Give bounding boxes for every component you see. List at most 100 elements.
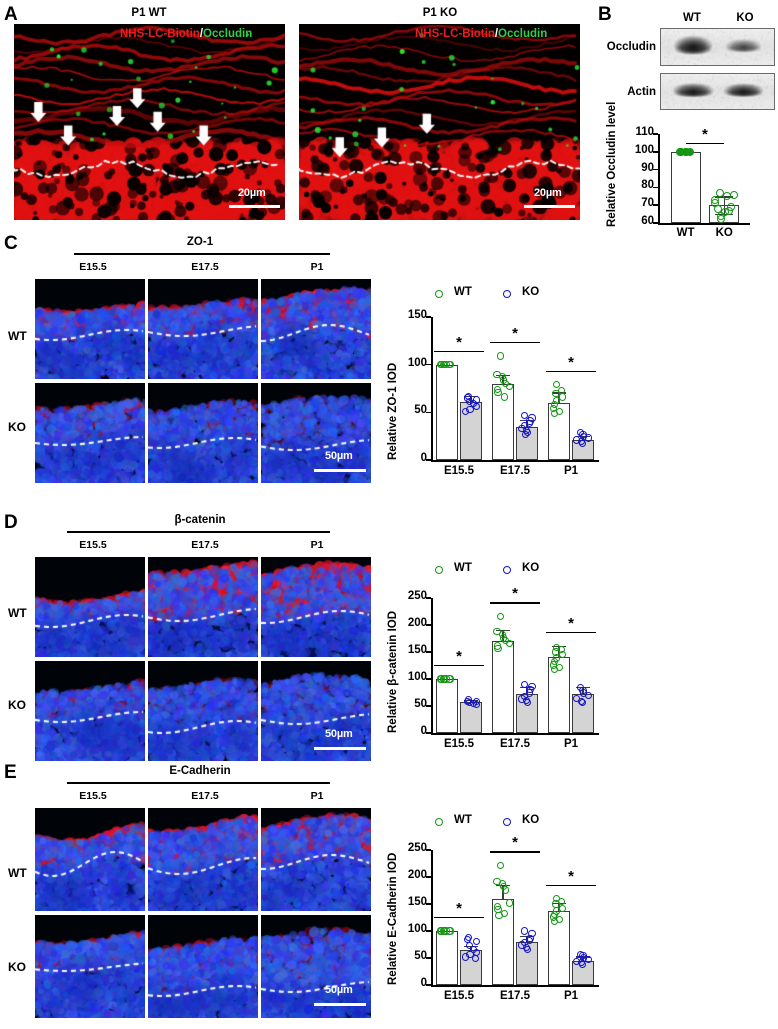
y-tick	[653, 204, 658, 206]
legend-label-ko: KO	[522, 814, 540, 826]
significance-line	[434, 917, 484, 919]
panel-b-letter: B	[598, 4, 612, 25]
panel-c-stage-e175: E17.5	[191, 261, 219, 273]
panel-e-group-rule	[67, 782, 330, 784]
data-point	[585, 956, 593, 964]
x-axis	[431, 985, 599, 987]
data-point	[552, 900, 560, 908]
data-point	[585, 691, 593, 699]
panel-e-image-wt-e155	[35, 808, 145, 911]
significance-star: *	[512, 834, 518, 852]
data-point	[437, 927, 445, 935]
y-tick	[426, 903, 431, 905]
panel-b-blot-occludin	[660, 28, 775, 66]
y-tick	[426, 651, 431, 653]
significance-star: *	[568, 353, 574, 371]
x-tick-label-P1: P1	[563, 738, 579, 750]
panel-c-scalebar-label: 50µm	[325, 450, 353, 462]
x-tick-label-wt: WT	[676, 227, 695, 239]
y-tick	[426, 459, 431, 461]
panel-c-image-ko-e155	[35, 383, 145, 483]
data-point	[716, 215, 725, 224]
y-tick	[426, 930, 431, 932]
panel-e-stage-p1: P1	[310, 790, 324, 802]
legend-label-wt: WT	[454, 562, 472, 574]
x-axis	[431, 733, 599, 735]
x-tick-label-E15.5: E15.5	[443, 465, 475, 477]
data-point	[501, 393, 509, 401]
y-tick	[426, 984, 431, 986]
panel-b-col-wt: WT	[683, 12, 701, 24]
legend-marker-ko	[503, 566, 511, 574]
y-tick	[426, 316, 431, 318]
panel-a-image-wt	[14, 24, 285, 220]
panel-c-group-rule	[74, 253, 330, 255]
data-point	[471, 954, 480, 963]
data-point	[494, 388, 502, 396]
data-point	[446, 927, 454, 935]
x-tick-label-E15.5: E15.5	[443, 738, 475, 750]
panel-d-scalebar-label: 50µm	[325, 728, 353, 740]
panel-d-stage-e175: E17.5	[191, 539, 219, 551]
y-tick-label: 100	[407, 671, 427, 683]
data-point	[505, 899, 513, 907]
y-tick	[426, 849, 431, 851]
panel-e-group-title: E-Cadherin	[169, 765, 231, 777]
bar-wt-E15.5	[436, 364, 458, 460]
panel-d-row-label-wt: WT	[8, 606, 27, 620]
y-tick-label: 250	[407, 590, 427, 602]
panel-a-channel-legend-wt: NHS-LC-Biotin/Occludin	[120, 28, 252, 40]
panel-c-letter: C	[4, 233, 18, 254]
significance-star: *	[512, 325, 518, 343]
panel-a-image-ko	[299, 24, 580, 220]
panel-a-scalebar-label-ko: 20µm	[534, 187, 562, 199]
significance-line	[546, 370, 596, 373]
panel-c-row-label-wt: WT	[8, 329, 27, 343]
y-axis	[431, 317, 433, 460]
data-point	[473, 938, 481, 946]
data-point	[552, 381, 560, 389]
y-tick-label: 150	[407, 309, 427, 321]
panel-a-letter: A	[4, 4, 18, 25]
panel-c-image-wt-e175	[148, 279, 258, 379]
bar-wt	[670, 151, 701, 223]
legend-marker-wt	[435, 290, 443, 298]
data-point	[722, 192, 731, 201]
panel-e-row-label-wt: WT	[8, 866, 27, 880]
panel-e-image-ko-e175	[148, 915, 258, 1018]
panel-a-right-title: P1 KO	[422, 7, 458, 19]
y-axis	[658, 134, 660, 223]
data-point	[552, 389, 560, 397]
y-tick-label: 150	[407, 644, 427, 656]
significance-line	[685, 142, 725, 145]
x-tick-label-P1: P1	[563, 990, 579, 1002]
panel-c-stage-e155: E15.5	[79, 261, 107, 273]
data-point	[559, 393, 567, 401]
y-tick	[653, 222, 658, 224]
panel-e-chart: 0 50 100 150 200 250 Relative E-Cadherin IOD * E…	[383, 812, 633, 1017]
panel-c-stage-p1: P1	[310, 261, 324, 273]
significance-line	[434, 350, 484, 353]
significance-star: *	[456, 333, 462, 351]
panel-b-col-ko: KO	[736, 12, 754, 24]
significance-line	[490, 602, 540, 604]
data-point	[520, 411, 529, 419]
data-point	[496, 612, 504, 620]
y-tick-label: 100	[407, 923, 427, 935]
panel-b-row-label-occludin: Occludin	[606, 41, 656, 53]
data-point	[559, 651, 567, 659]
panel-d-image-wt-p1	[261, 557, 371, 657]
y-tick-label: 60	[641, 215, 654, 227]
data-point	[496, 352, 504, 360]
significance-line	[546, 631, 596, 633]
y-tick-label: 80	[641, 179, 654, 192]
data-point	[466, 941, 474, 950]
bar-wt-E17.5	[492, 899, 514, 985]
panel-e-scalebar	[314, 1003, 366, 1006]
y-tick	[426, 957, 431, 959]
legend-label-wt: WT	[454, 814, 472, 826]
y-tick	[653, 168, 658, 171]
bar-wt-P1	[548, 402, 570, 460]
significance-star: *	[568, 614, 574, 632]
legend-label-ko: KO	[522, 286, 540, 298]
